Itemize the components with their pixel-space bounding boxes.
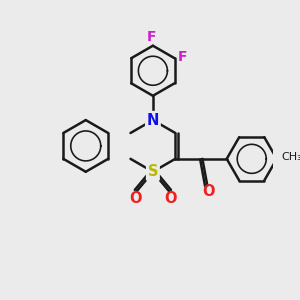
Text: N: N xyxy=(147,112,159,128)
Text: F: F xyxy=(178,50,188,64)
Text: CH₃: CH₃ xyxy=(281,152,300,163)
Text: O: O xyxy=(129,191,142,206)
Text: O: O xyxy=(164,191,177,206)
Text: O: O xyxy=(202,184,215,199)
Text: F: F xyxy=(147,30,156,44)
Text: S: S xyxy=(148,164,158,179)
